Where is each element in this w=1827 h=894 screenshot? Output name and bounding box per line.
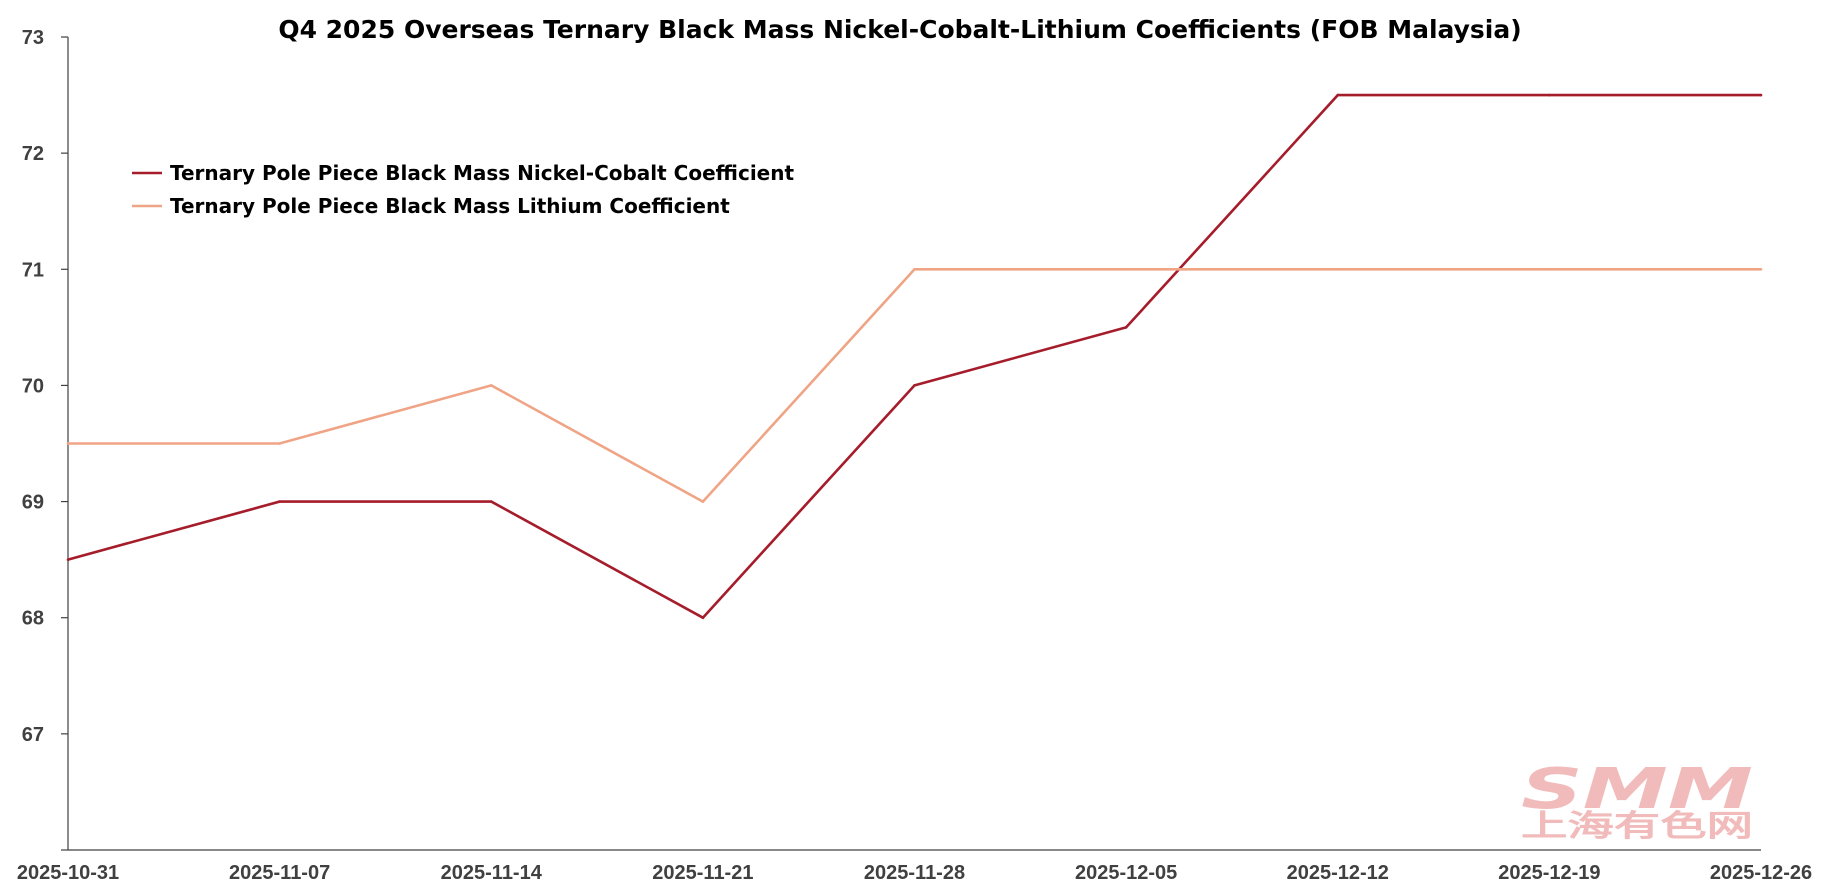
- legend-label: Ternary Pole Piece Black Mass Lithium Co…: [170, 194, 730, 218]
- series-lines: [66, 93, 1763, 620]
- data-point: [489, 384, 493, 387]
- data-point: [278, 442, 281, 445]
- x-tick-label: 2025-12-19: [1498, 862, 1600, 884]
- y-tick-label: 73: [22, 27, 44, 49]
- data-point: [1759, 267, 1763, 271]
- x-tick-label: 2025-12-12: [1287, 862, 1389, 884]
- y-tick-label: 72: [22, 143, 44, 165]
- data-point: [701, 616, 705, 620]
- data-point: [278, 500, 281, 503]
- legend: Ternary Pole Piece Black Mass Nickel-Cob…: [132, 161, 794, 218]
- y-tick-label: 70: [22, 375, 44, 397]
- legend-label: Ternary Pole Piece Black Mass Nickel-Cob…: [170, 161, 794, 185]
- x-tick-label: 2025-11-28: [864, 862, 965, 884]
- y-tick-label: 69: [22, 492, 44, 514]
- x-tick-label: 2025-12-05: [1075, 862, 1177, 884]
- data-point: [913, 384, 916, 387]
- chart-title: Q4 2025 Overseas Ternary Black Mass Nick…: [278, 15, 1521, 44]
- data-point: [1124, 267, 1128, 271]
- watermark-subtitle: 上海有色网: [1521, 809, 1753, 844]
- y-tick-label: 67: [22, 724, 44, 746]
- data-point: [1336, 267, 1340, 271]
- data-point: [701, 500, 705, 503]
- x-tick-label: 2025-11-21: [652, 862, 753, 884]
- data-point: [1336, 93, 1340, 97]
- x-tick-label: 2025-11-07: [229, 862, 330, 884]
- y-tick-label: 71: [22, 259, 44, 281]
- x-tick-label: 2025-10-31: [17, 862, 119, 884]
- x-tick-label: 2025-12-26: [1710, 862, 1812, 884]
- x-tick-label: 2025-11-14: [441, 862, 543, 884]
- y-tick-label: 68: [22, 608, 44, 630]
- y-axis-ticks: 67 68 69 70 71 72 73: [22, 27, 68, 851]
- axes: [67, 37, 1761, 851]
- data-point: [1759, 93, 1763, 97]
- data-point: [489, 500, 493, 503]
- watermark-brand: SMM: [1521, 757, 1753, 822]
- data-point: [1548, 93, 1551, 97]
- x-axis-ticks: 2025-10-31 2025-11-07 2025-11-14 2025-11-21…: [17, 862, 1812, 884]
- data-point: [1124, 326, 1128, 329]
- smm-watermark: SMM 上海有色网: [1521, 757, 1753, 844]
- data-point: [913, 267, 916, 271]
- data-point: [1548, 267, 1551, 271]
- data-point: [66, 558, 70, 561]
- data-point: [66, 442, 70, 445]
